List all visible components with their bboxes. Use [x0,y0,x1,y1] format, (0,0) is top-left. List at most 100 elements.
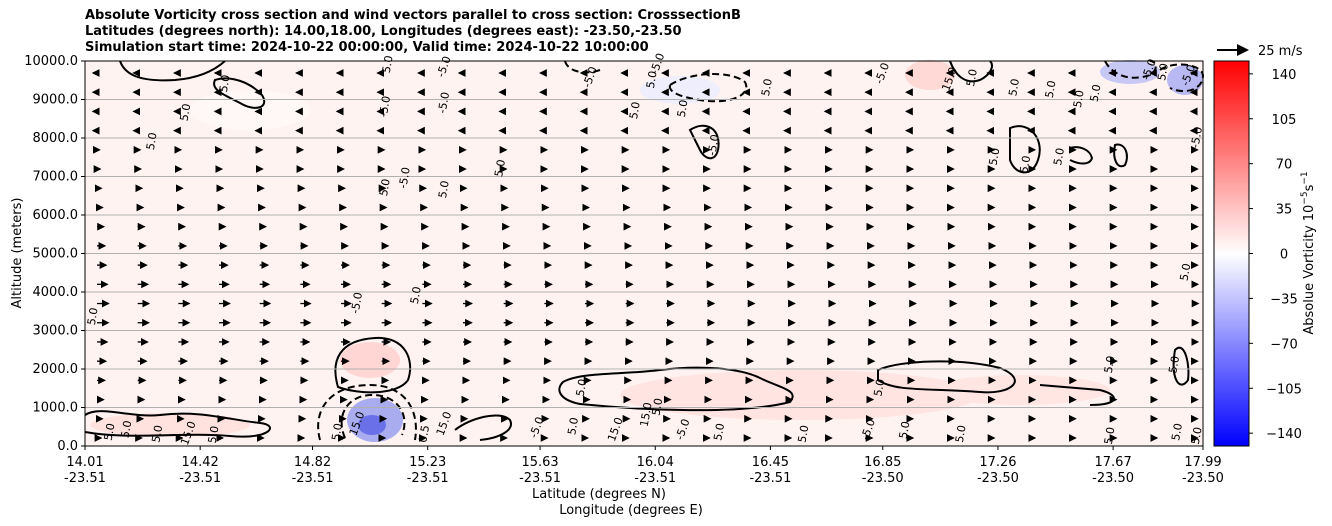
y-tick-label: 0.0 [57,439,78,454]
contour-label: 5.0 [102,422,118,441]
colorbar-tick-label: 35 [1276,203,1293,218]
contour-label: 5.0 [1017,155,1033,174]
contour-label: 5.0 [408,285,424,304]
contour-label: 5.0 [492,158,508,177]
contour-label: 5.0 [149,424,165,443]
y-tick-label: 6000.0 [33,208,79,223]
contour-label: 5.0 [1155,62,1171,81]
x-tick-label-lat: 14.42 [182,455,219,470]
colorbar-tick-label: −140 [1266,427,1302,442]
contour-label: 5.0 [675,99,691,118]
contour-label: -5.0 [377,95,394,118]
contour-label: 5.0 [1043,80,1059,99]
contour-label: 5.0 [119,419,135,438]
contour-label: 5.0 [1102,355,1118,374]
horizontal-gridlines [85,99,1203,408]
contour-label: 5.0 [649,397,665,416]
contour-label: 5.0 [1088,83,1104,102]
x-tick-label-lat: 14.01 [66,455,103,470]
y-tick-label: 7000.0 [33,170,79,185]
y-tick-label: 5000.0 [33,247,79,262]
colorbar-tick-label: 105 [1272,113,1297,128]
x-tick-label-lat: 15.63 [521,455,558,470]
contour-label: 0.5 [416,424,432,443]
x-axis-label-longitude: Longitude (degrees E) [559,503,703,518]
x-tick-label-lon: -23.51 [179,471,221,486]
contour-label: 5.0 [436,180,452,199]
y-tick-label: 10000.0 [24,54,78,69]
contour-label: 5.0 [759,78,775,97]
contour-label: 5.0 [380,54,396,73]
colorbar-label-unit-exponent: −1 [1300,171,1310,184]
x-tick-label-lon: -23.51 [292,471,334,486]
x-tick-label-lon: -23.51 [407,471,449,486]
contour-label: 5.0 [987,147,1003,166]
y-tick-label: 3000.0 [33,324,79,339]
x-tick-label-lon: -23.51 [519,471,561,486]
x-tick-label-lat: 17.67 [1095,455,1132,470]
contour-label: 5.0 [574,378,590,397]
colorbar-label: Absolue Vorticity 10−5s−1 [1300,171,1317,334]
contour-label: 5.0 [1169,422,1185,441]
x-axis-ticks: 14.01-23.5114.42-23.5114.82-23.5115.23-2… [64,446,1224,486]
x-tick-label-lon: -23.50 [977,471,1019,486]
contour-label: 5.0 [329,422,345,441]
y-axis-ticks: 0.0 1000.0 2000.0 3000.0 4000.0 5000.0 6000.0 7… [24,54,85,454]
colorbar-ticks: 140 105 70 35 0 −35 −70 −105 −140 [1249,68,1302,442]
contour-label: 5.0 [206,425,222,444]
contour-label: 5.0 [1051,147,1067,166]
contour-label: 5.0 [217,74,233,93]
quiver-key: 25 m/s [1217,44,1303,59]
colorbar-tick-label: −105 [1266,382,1302,397]
x-tick-label-lon: -23.50 [1182,471,1224,486]
contour-label: 5.0 [964,68,980,87]
y-tick-label: 9000.0 [33,93,79,108]
contour-label: 5.0 [377,178,393,197]
x-axis-label: Latitude (degrees N) [532,487,666,502]
contour-label: 5.0 [897,420,913,439]
x-tick-label-lon: -23.51 [64,471,106,486]
contour-labels: 5.0-5.05.05.05.05.0 5.0-5.0-5.0-5.0 5.05.0… [85,51,1205,447]
contour-label: 5.0 [1166,355,1182,374]
contour-label: 5.0 [711,422,727,441]
chart-subtitle-time: Simulation start time: 2024-10-22 00:00:… [85,40,649,55]
chart-subtitle-latlon: Latitudes (degrees north): 14.00,18.00, … [85,24,682,39]
contour-label: 5.0 [178,103,194,122]
contour-label: -5.0 [705,133,722,156]
x-tick-label-lat: 15.23 [409,455,446,470]
y-tick-label: 4000.0 [33,285,79,300]
colorbar-tick-label: −70 [1270,337,1297,352]
colorbar-tick-label: 0 [1280,248,1288,263]
contour-label: -5.0 [1188,126,1205,149]
y-tick-label: 1000.0 [33,401,79,416]
contour-label: 5.0 [1071,89,1087,108]
x-tick-label-lon: -23.50 [862,471,904,486]
contour-label: -5.0 [436,91,453,114]
colorbar [1213,60,1250,447]
quiver-key-label: 25 m/s [1258,44,1303,59]
contour-label: 5.0 [627,101,643,120]
x-tick-label-lat: 16.85 [864,455,901,470]
wind-vectors [91,69,1200,442]
chart-title: Absolute Vorticity cross section and win… [85,8,741,23]
colorbar-label-unit: s [1302,184,1317,191]
colorbar-tick-label: 140 [1272,68,1297,83]
contour-label: 5.0 [1189,426,1205,445]
colorbar-tick-label: 70 [1276,158,1293,173]
x-tick-label-lat: 16.04 [637,455,674,470]
y-tick-label: 8000.0 [33,131,79,146]
x-tick-label-lon: -23.50 [1092,471,1134,486]
y-axis-label: Altitude (meters) [10,198,25,309]
contour-label: 5.0 [144,131,160,150]
contour-label: 5.0 [953,424,969,443]
x-tick-label-lon: -23.51 [749,471,791,486]
contour-label: 5.0 [1006,78,1022,97]
contour-label: 5.0 [85,307,101,326]
contour-label: 5.0 [1102,426,1118,445]
contour-label: -5.0 [349,291,366,314]
contour-label: 5.0 [565,416,581,435]
colorbar-label-exponent: −5 [1300,191,1310,204]
contour-label: 15.0 [638,401,655,427]
colorbar-label-base: Absolue Vorticity 10 [1302,205,1317,335]
